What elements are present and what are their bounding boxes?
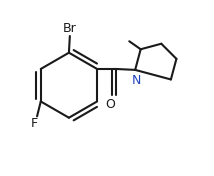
Text: O: O bbox=[105, 98, 115, 111]
Text: F: F bbox=[31, 117, 38, 130]
Text: Br: Br bbox=[63, 22, 77, 35]
Text: N: N bbox=[131, 74, 141, 87]
